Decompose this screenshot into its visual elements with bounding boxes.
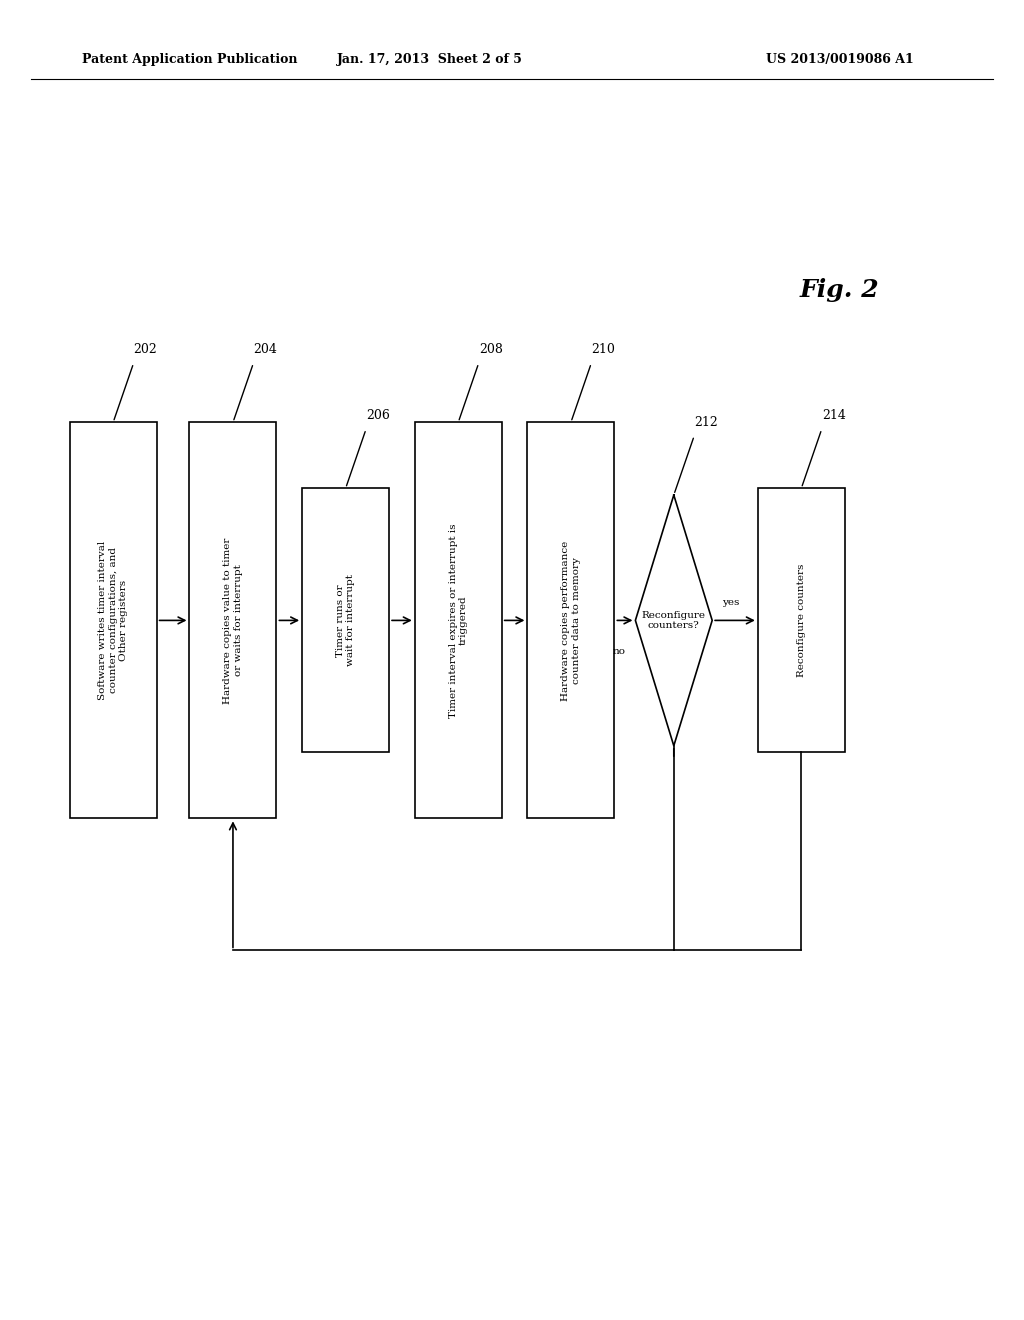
FancyBboxPatch shape bbox=[70, 422, 157, 818]
FancyBboxPatch shape bbox=[527, 422, 614, 818]
Polygon shape bbox=[635, 495, 713, 746]
FancyBboxPatch shape bbox=[415, 422, 502, 818]
Text: Fig. 2: Fig. 2 bbox=[800, 279, 880, 302]
FancyBboxPatch shape bbox=[758, 488, 845, 752]
Text: Reconfigure
counters?: Reconfigure counters? bbox=[642, 611, 706, 630]
Text: 208: 208 bbox=[479, 343, 503, 356]
FancyBboxPatch shape bbox=[302, 488, 389, 752]
Text: Jan. 17, 2013  Sheet 2 of 5: Jan. 17, 2013 Sheet 2 of 5 bbox=[337, 53, 523, 66]
Text: 212: 212 bbox=[694, 416, 718, 429]
Text: Software writes timer interval
counter configurations, and
Other registers: Software writes timer interval counter c… bbox=[98, 541, 128, 700]
Text: no: no bbox=[612, 647, 625, 656]
Text: Hardware copies value to timer
or waits for interrupt: Hardware copies value to timer or waits … bbox=[223, 537, 243, 704]
Text: Patent Application Publication: Patent Application Publication bbox=[82, 53, 297, 66]
Text: US 2013/0019086 A1: US 2013/0019086 A1 bbox=[766, 53, 913, 66]
Text: 214: 214 bbox=[821, 409, 846, 422]
Text: 206: 206 bbox=[367, 409, 390, 422]
Text: Timer runs or
wait for interrupt: Timer runs or wait for interrupt bbox=[336, 574, 355, 667]
Text: Hardware copies performance
counter data to memory: Hardware copies performance counter data… bbox=[561, 540, 581, 701]
Text: 210: 210 bbox=[592, 343, 615, 356]
Text: 204: 204 bbox=[254, 343, 278, 356]
Text: 202: 202 bbox=[133, 343, 158, 356]
Text: Reconfigure counters: Reconfigure counters bbox=[797, 564, 806, 677]
Text: Timer interval expires or interrupt is
triggered: Timer interval expires or interrupt is t… bbox=[449, 523, 468, 718]
FancyBboxPatch shape bbox=[189, 422, 276, 818]
Text: yes: yes bbox=[723, 598, 739, 607]
